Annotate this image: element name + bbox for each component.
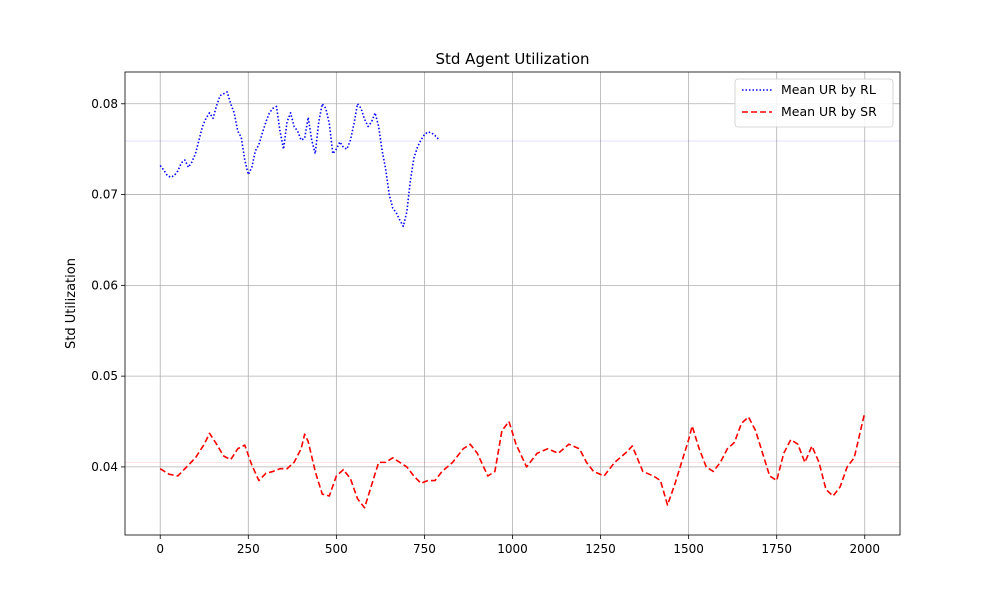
y-tick-label: 0.07 (91, 188, 118, 202)
series-line-rl (159, 91, 440, 228)
y-axis-label: Std Utilization (64, 258, 79, 349)
reference-lines (125, 140, 900, 463)
series-line-sr (159, 412, 866, 509)
y-tick-label: 0.06 (91, 278, 118, 292)
y-tick-label: 0.04 (91, 460, 118, 474)
x-axis-ticks: 0 250 500 750 1000 1250 1500 1750 2000 (156, 535, 880, 556)
legend-label-rl: Mean UR by RL (781, 82, 876, 97)
y-tick-label: 0.08 (91, 97, 118, 111)
legend: Mean UR by RL Mean UR by SR (734, 78, 894, 128)
x-tick-label: 750 (413, 542, 436, 556)
x-tick-label: 250 (237, 542, 260, 556)
legend-box (734, 78, 894, 128)
x-tick-label: 1000 (497, 542, 528, 556)
legend-label-sr: Mean UR by SR (781, 104, 877, 119)
y-axis-ticks: 0.04 0.05 0.06 0.07 0.08 (91, 97, 125, 474)
x-tick-label: 2000 (849, 542, 880, 556)
x-tick-label: 1500 (673, 542, 704, 556)
x-tick-label: 1250 (585, 542, 616, 556)
series-lines (159, 91, 866, 509)
chart-title: Std Agent Utilization (435, 50, 589, 68)
y-tick-label: 0.05 (91, 369, 118, 383)
x-tick-label: 1750 (761, 542, 792, 556)
x-tick-label: 500 (325, 542, 348, 556)
x-tick-label: 0 (156, 542, 164, 556)
